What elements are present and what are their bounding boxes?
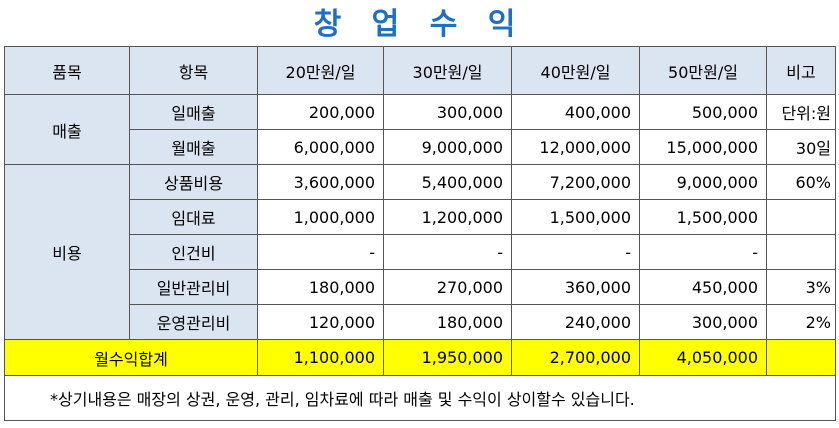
cell: - bbox=[511, 234, 640, 270]
cell: 5,400,000 bbox=[383, 164, 512, 200]
cell: 6,000,000 bbox=[257, 129, 384, 165]
table-row: 인건비 - - - - bbox=[5, 234, 836, 270]
cell: 180,000 bbox=[383, 304, 512, 340]
note-cell: 3% bbox=[766, 269, 836, 305]
row-label: 임대료 bbox=[129, 199, 258, 235]
table-row: 임대료 1,000,000 1,200,000 1,500,000 1,500,… bbox=[5, 199, 836, 235]
category-costs: 비용 bbox=[4, 164, 130, 340]
row-label: 월매출 bbox=[129, 129, 258, 165]
cell: 450,000 bbox=[639, 269, 767, 305]
cell: 400,000 bbox=[511, 94, 640, 130]
header-300k: 30만원/일 bbox=[383, 46, 512, 95]
cell: - bbox=[257, 234, 384, 270]
cell: 9,000,000 bbox=[383, 129, 512, 165]
cell: 7,200,000 bbox=[511, 164, 640, 200]
cell: 9,000,000 bbox=[639, 164, 767, 200]
cell: 1,500,000 bbox=[511, 199, 640, 235]
row-label: 일매출 bbox=[129, 94, 258, 130]
table-row: 비용 상품비용 3,600,000 5,400,000 7,200,000 9,… bbox=[4, 164, 836, 340]
cell: 180,000 bbox=[257, 269, 384, 305]
cell: 1,200,000 bbox=[383, 199, 512, 235]
header-200k: 20만원/일 bbox=[257, 46, 384, 95]
cell: 200,000 bbox=[257, 94, 384, 130]
startup-revenue-table: 품목 항목 20만원/일 30만원/일 40만원/일 50만원/일 비고 매출 … bbox=[4, 46, 836, 421]
total-note-cell bbox=[766, 339, 836, 376]
cell: 300,000 bbox=[383, 94, 512, 130]
note-cell bbox=[766, 199, 836, 235]
page-title: 창 업 수 익 bbox=[313, 7, 526, 42]
category-sales: 매출 bbox=[4, 94, 130, 165]
header-category: 품목 bbox=[4, 46, 130, 95]
cell: 240,000 bbox=[511, 304, 640, 340]
row-label: 상품비용 bbox=[129, 164, 258, 200]
header-item: 항목 bbox=[129, 46, 258, 95]
table-row: 일반관리비 180,000 270,000 360,000 450,000 3% bbox=[5, 269, 836, 305]
footnote-row: *상기내용은 매장의 상권, 운영, 관리, 임차료에 따라 매출 및 수익이 … bbox=[4, 375, 836, 421]
header-500k: 50만원/일 bbox=[639, 46, 767, 95]
cell: 270,000 bbox=[383, 269, 512, 305]
note-cell: 60% bbox=[766, 164, 836, 200]
cell: - bbox=[639, 234, 767, 270]
total-cell: 2,700,000 bbox=[511, 339, 640, 376]
cell: 1,000,000 bbox=[257, 199, 384, 235]
cell: 15,000,000 bbox=[639, 129, 767, 165]
total-cell: 1,100,000 bbox=[257, 339, 384, 376]
note-cell bbox=[766, 234, 836, 270]
note-cell: 2% bbox=[766, 304, 836, 340]
footnote: *상기내용은 매장의 상권, 운영, 관리, 임차료에 따라 매출 및 수익이 … bbox=[4, 375, 836, 421]
cell: 12,000,000 bbox=[511, 129, 640, 165]
row-label: 일반관리비 bbox=[129, 269, 258, 305]
table-row: 운영관리비 120,000 180,000 240,000 300,000 2% bbox=[5, 304, 836, 340]
total-label: 월수익합계 bbox=[4, 339, 258, 376]
header-note: 비고 bbox=[766, 46, 836, 95]
cell: 1,500,000 bbox=[639, 199, 767, 235]
cell: - bbox=[383, 234, 512, 270]
total-cell: 1,950,000 bbox=[383, 339, 512, 376]
note-cell: 30일 bbox=[766, 129, 836, 165]
cell: 360,000 bbox=[511, 269, 640, 305]
table-row: 매출 일매출 200,000 300,000 400,000 500,000 단… bbox=[4, 94, 836, 165]
header-400k: 40만원/일 bbox=[511, 46, 640, 95]
cell: 3,600,000 bbox=[257, 164, 384, 200]
row-label: 운영관리비 bbox=[129, 304, 258, 340]
cell: 300,000 bbox=[639, 304, 767, 340]
total-row: 월수익합계 1,100,000 1,950,000 2,700,000 4,05… bbox=[4, 339, 836, 376]
cell: 120,000 bbox=[257, 304, 384, 340]
note-cell: 단위:원 bbox=[766, 94, 836, 130]
table-row: 월매출 6,000,000 9,000,000 12,000,000 15,00… bbox=[5, 129, 836, 165]
total-cell: 4,050,000 bbox=[639, 339, 767, 376]
row-label: 인건비 bbox=[129, 234, 258, 270]
header-row: 품목 항목 20만원/일 30만원/일 40만원/일 50만원/일 비고 bbox=[4, 46, 836, 95]
cell: 500,000 bbox=[639, 94, 767, 130]
